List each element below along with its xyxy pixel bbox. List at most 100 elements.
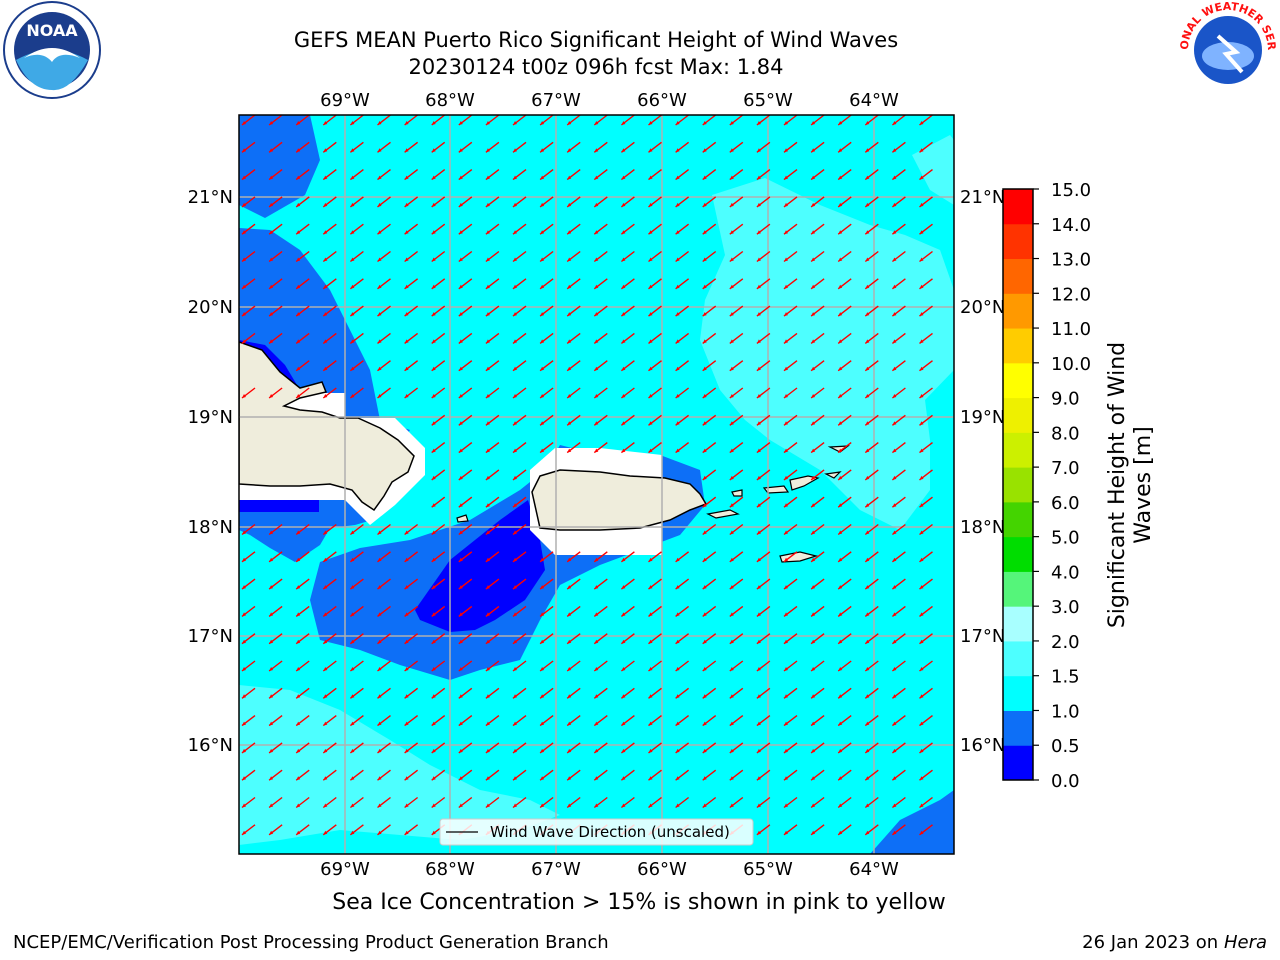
wave-arrowhead xyxy=(892,421,897,426)
chart-title: GEFS MEAN Puerto Rico Significant Height… xyxy=(293,28,899,52)
wave-arrowhead xyxy=(811,475,816,480)
wave-arrowhead xyxy=(296,202,301,207)
wave-arrowhead xyxy=(729,339,734,344)
wave-arrowhead xyxy=(458,230,463,235)
wave-arrowhead xyxy=(702,284,707,289)
wave-arrowhead xyxy=(540,803,545,808)
wave-arrowhead xyxy=(892,175,897,180)
wave-arrowhead xyxy=(702,612,707,617)
wave-arrowhead xyxy=(269,530,274,535)
wave-arrowhead xyxy=(242,639,246,644)
wave-arrowhead xyxy=(513,694,517,699)
wave-arrowhead xyxy=(811,667,816,671)
wave-arrowhead xyxy=(567,257,572,262)
land-virgin-gorda xyxy=(824,471,842,479)
wave-arrowhead xyxy=(350,257,355,262)
wave-arrowhead xyxy=(431,421,436,426)
wave-arrowhead xyxy=(431,475,436,480)
lon-label-top: 68°W xyxy=(425,90,475,111)
wave-arrowhead xyxy=(811,284,816,289)
lat-label-left: 16°N xyxy=(188,735,233,756)
lon-labels-top: 69°W 68°W 67°W 66°W 65°W 64°W xyxy=(320,90,899,111)
wave-arrowhead xyxy=(431,530,436,535)
machine-name: Hera xyxy=(1223,932,1267,953)
sea-band-0-0.5-strip xyxy=(239,500,319,512)
wave-arrowhead xyxy=(458,557,463,562)
wave-arrowhead xyxy=(513,639,517,644)
wave-arrowhead xyxy=(729,121,734,125)
wave-arrowhead xyxy=(919,803,924,808)
wave-arrowhead xyxy=(892,694,897,699)
wave-arrowhead xyxy=(594,257,599,262)
land-culebra xyxy=(731,489,743,497)
wave-arrowhead xyxy=(269,394,274,398)
wave-arrowhead xyxy=(675,639,680,644)
wave-arrowhead xyxy=(702,748,707,753)
lon-label-bottom: 66°W xyxy=(637,859,687,880)
wave-arrowhead xyxy=(594,667,599,671)
wave-arrowhead xyxy=(729,503,734,508)
wave-arrowhead xyxy=(485,284,490,289)
wave-arrowhead xyxy=(594,284,599,289)
wave-arrowhead xyxy=(567,421,572,426)
wave-arrowhead xyxy=(729,748,734,753)
wave-arrowhead xyxy=(621,557,626,562)
wave-arrowhead xyxy=(729,394,734,398)
wave-arrowhead xyxy=(485,639,490,644)
wave-arrowhead xyxy=(838,667,843,671)
wave-arrowhead xyxy=(865,639,870,644)
wave-arrowhead xyxy=(865,830,870,835)
wave-arrowhead xyxy=(729,667,734,671)
wave-arrowhead xyxy=(350,339,355,344)
wave-arrowhead xyxy=(540,694,545,699)
wave-arrowhead xyxy=(540,284,545,289)
wave-arrowhead xyxy=(784,202,788,207)
colorbar-tick-label: 6.0 xyxy=(1051,493,1080,514)
wave-arrowhead xyxy=(594,557,599,562)
wave-arrowhead xyxy=(919,612,924,617)
wave-arrowhead xyxy=(784,557,788,562)
wave-arrowhead xyxy=(729,257,734,262)
wave-arrowhead xyxy=(513,421,517,426)
wave-arrowhead xyxy=(811,557,816,562)
wave-arrowhead xyxy=(513,475,517,480)
wave-arrowhead xyxy=(892,230,897,235)
wave-arrowhead xyxy=(675,612,680,617)
wave-arrowhead xyxy=(567,448,572,453)
wave-arrowhead xyxy=(594,421,599,426)
wave-arrowhead xyxy=(838,421,843,426)
wave-arrowhead xyxy=(242,312,246,317)
wave-arrowhead xyxy=(919,639,924,644)
wave-arrowhead xyxy=(431,257,436,262)
wave-arrowhead xyxy=(296,230,301,235)
wave-arrowhead xyxy=(865,748,870,753)
wave-arrowhead xyxy=(621,230,626,235)
wave-arrowhead xyxy=(838,257,843,262)
wave-arrowhead xyxy=(485,475,490,480)
wave-arrowhead xyxy=(784,421,788,426)
wave-arrowhead xyxy=(242,339,246,344)
wave-arrowhead xyxy=(784,639,788,644)
wave-arrowhead xyxy=(567,557,572,562)
wave-arrowhead xyxy=(350,803,355,808)
colorbar-tick-label: 14.0 xyxy=(1051,215,1091,236)
wave-arrowhead xyxy=(242,694,246,699)
wave-arrowhead xyxy=(675,421,680,426)
wave-arrowhead xyxy=(458,694,463,699)
wave-arrowhead xyxy=(350,721,355,726)
wave-arrowhead xyxy=(838,394,843,398)
wave-arrowhead xyxy=(404,121,409,125)
wave-arrowhead xyxy=(323,721,328,726)
wave-arrowhead xyxy=(648,585,653,590)
wave-arrowhead xyxy=(404,339,409,344)
wave-arrowhead xyxy=(648,257,653,262)
wave-arrowhead xyxy=(269,830,274,835)
wave-arrowhead xyxy=(621,366,626,371)
wave-arrowhead xyxy=(431,394,436,398)
wave-arrowhead xyxy=(919,585,924,590)
wave-arrowhead xyxy=(296,366,301,371)
wave-arrowhead xyxy=(350,394,355,398)
wave-arrowhead xyxy=(702,148,707,153)
wave-arrowhead xyxy=(729,557,734,562)
wave-arrowhead xyxy=(296,748,301,753)
